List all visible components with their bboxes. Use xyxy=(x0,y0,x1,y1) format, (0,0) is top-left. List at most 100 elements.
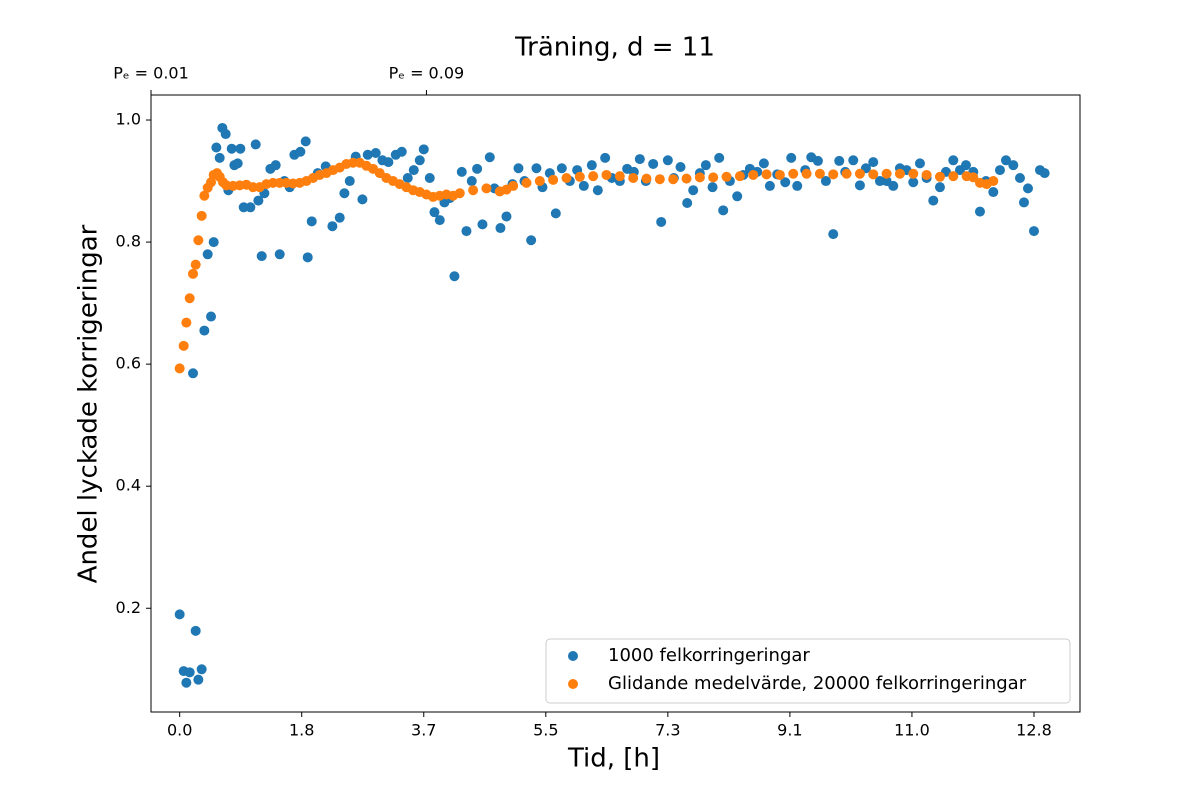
point xyxy=(190,625,201,636)
point xyxy=(654,174,665,185)
point xyxy=(694,172,705,183)
point xyxy=(758,158,769,169)
point xyxy=(868,169,879,180)
point xyxy=(548,174,559,185)
point xyxy=(232,158,243,169)
point xyxy=(211,142,222,153)
point xyxy=(1014,172,1025,183)
point xyxy=(188,368,199,379)
point xyxy=(454,188,465,199)
point xyxy=(908,168,919,179)
point xyxy=(481,183,492,194)
point xyxy=(700,160,711,171)
point xyxy=(648,158,659,169)
legend-label: Glidande medelvärde, 20000 felkorringeri… xyxy=(608,673,1027,694)
x-tick-label: 12.8 xyxy=(1016,721,1052,740)
point xyxy=(761,169,772,180)
point xyxy=(274,249,285,260)
point xyxy=(334,212,345,223)
point xyxy=(732,191,743,202)
point xyxy=(828,229,839,240)
point xyxy=(592,185,603,196)
series xyxy=(174,122,1050,688)
legend-label: 1000 felkorringeringar xyxy=(608,645,810,666)
point xyxy=(641,173,652,184)
point xyxy=(1008,160,1019,171)
point xyxy=(994,165,1005,176)
point xyxy=(429,207,440,218)
point xyxy=(721,171,732,182)
point xyxy=(561,172,572,183)
point xyxy=(792,180,803,191)
point xyxy=(199,325,210,336)
point xyxy=(193,674,204,685)
point xyxy=(245,202,256,213)
point xyxy=(662,155,673,166)
x-tick-label: 11.0 xyxy=(894,721,930,740)
point xyxy=(174,609,185,620)
point xyxy=(682,198,693,209)
point xyxy=(434,215,445,226)
point xyxy=(174,363,185,374)
point xyxy=(707,182,718,193)
point xyxy=(190,259,201,270)
point xyxy=(206,311,217,322)
point xyxy=(968,172,979,183)
point xyxy=(841,168,852,179)
point xyxy=(714,152,725,163)
point xyxy=(734,171,745,182)
point xyxy=(988,176,999,187)
point xyxy=(402,172,413,183)
y-tick-label: 1.0 xyxy=(116,110,141,129)
point xyxy=(461,226,472,237)
point xyxy=(339,188,350,199)
point xyxy=(383,157,394,168)
x-tick-label: 5.5 xyxy=(533,721,558,740)
legend-marker xyxy=(568,651,578,661)
point xyxy=(477,219,488,230)
point xyxy=(748,169,759,180)
point xyxy=(948,171,959,182)
point xyxy=(534,176,545,187)
point xyxy=(688,185,699,196)
point xyxy=(300,136,311,147)
point xyxy=(634,154,645,165)
point xyxy=(914,158,925,169)
point xyxy=(586,160,597,171)
point xyxy=(270,160,281,171)
point xyxy=(250,139,261,150)
point xyxy=(302,252,313,263)
point xyxy=(848,155,859,166)
y-tick-label: 0.8 xyxy=(116,232,141,251)
point xyxy=(974,206,985,217)
point xyxy=(1022,183,1033,194)
x-tick-label: 0.0 xyxy=(167,721,192,740)
point xyxy=(556,163,567,174)
point xyxy=(578,180,589,191)
point xyxy=(199,190,210,201)
point xyxy=(414,155,425,166)
point xyxy=(235,143,246,154)
point xyxy=(574,171,585,182)
point xyxy=(788,168,799,179)
point xyxy=(1000,155,1011,166)
point xyxy=(521,177,532,188)
point xyxy=(178,340,189,351)
point xyxy=(812,155,823,166)
series xyxy=(174,157,999,374)
point xyxy=(408,165,419,176)
point xyxy=(449,271,460,282)
chart-title: Träning, d = 11 xyxy=(514,33,715,63)
point xyxy=(295,146,306,157)
x-axis-label: Tid, [h] xyxy=(567,744,660,774)
legend-box xyxy=(545,638,1071,704)
point xyxy=(501,211,512,222)
point xyxy=(526,235,537,246)
point xyxy=(253,195,264,206)
point xyxy=(894,168,905,179)
point xyxy=(934,171,945,182)
point xyxy=(854,168,865,179)
point xyxy=(601,169,612,180)
point xyxy=(764,180,775,191)
